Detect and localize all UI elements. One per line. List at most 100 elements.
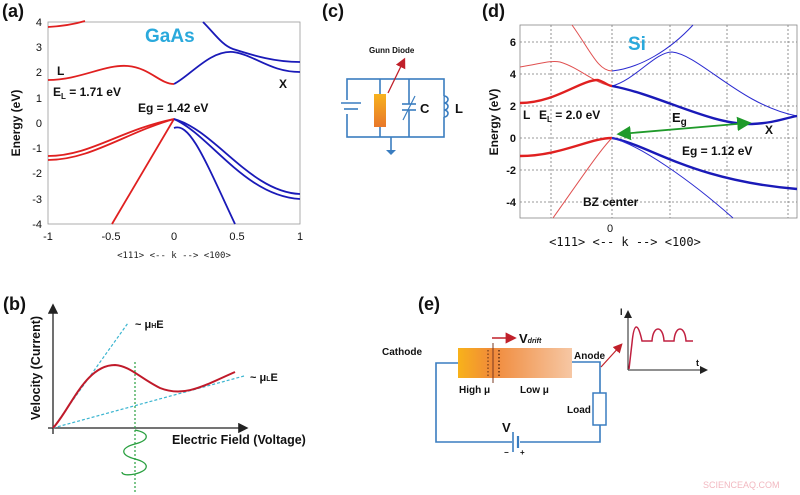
band-curves: [47, 20, 301, 225]
y-axis-label: Velocity (Current): [29, 316, 43, 420]
plus-label: +: [520, 448, 525, 457]
Eg-label: Eg = 1.42 eV: [138, 101, 208, 115]
band-curve-red: [519, 78, 613, 105]
y-tick: -4: [32, 219, 42, 231]
current-pulse-curve: [628, 326, 693, 370]
point-X-label: X: [765, 123, 773, 137]
band-curve-red: [47, 65, 175, 85]
gunn-diode-label: Gunn Diode: [369, 46, 415, 55]
gap-arrow: [616, 116, 752, 141]
panel-label-d: (d): [482, 1, 505, 21]
ground-icon: [386, 137, 396, 155]
y-tick: 2: [510, 101, 516, 113]
inductor-label: L: [455, 101, 463, 116]
x-tick-labels: -1 -0.5 0 0.5 1: [43, 231, 303, 243]
y-tick: 4: [36, 17, 42, 29]
ac-signal-wave: [121, 429, 147, 476]
y-tick: -4: [506, 197, 517, 209]
current-axis-label: I: [620, 307, 623, 317]
material-title: Si: [628, 34, 646, 55]
anode-label: Anode: [574, 351, 606, 362]
x-tick: 1: [297, 231, 303, 243]
band-curve-blue: [173, 126, 236, 225]
low-mobility-label: Low μ: [520, 385, 549, 396]
material-title: GaAs: [145, 26, 195, 47]
point-L-label: L: [523, 108, 530, 122]
x-tick: -0.5: [102, 231, 121, 243]
y-tick-labels: 4 3 2 1 0 -1 -2 -3 -4: [32, 17, 42, 231]
band-curve-blue: [611, 136, 798, 191]
band-curve-red: [552, 137, 613, 219]
high-mobility-label: High μ: [459, 385, 490, 396]
x-tick: -1: [43, 231, 53, 243]
panel-label-e: (e): [418, 294, 440, 314]
y-axis-label: Energy (eV): [9, 90, 23, 157]
panel-b-velocity-field: (b) ~ μHE ~ μLE Electric Field (Voltage)…: [3, 294, 306, 492]
plot-frame: [519, 24, 798, 219]
load-label: Load: [567, 405, 591, 416]
x-axis-label: <111> <-- k --> <100>: [117, 251, 231, 261]
velocity-curve: [52, 363, 236, 429]
panel-label-a: (a): [2, 1, 24, 21]
band-curve-blue: [173, 118, 301, 195]
inductor-icon: [443, 95, 449, 118]
cathode-label: Cathode: [382, 347, 422, 358]
variable-capacitor-icon: [402, 95, 416, 121]
band-curve-blue: [202, 21, 301, 63]
band-curve-red: [47, 118, 175, 157]
band-curve-red: [111, 118, 175, 225]
time-axis-label: t: [696, 358, 699, 368]
plot-frame: [47, 21, 301, 225]
mu-L-label: ~ μLE: [250, 372, 278, 384]
watermark: SCIENCEAQ.COM: [703, 480, 780, 490]
band-curve-red: [571, 24, 613, 72]
circuit-loop: [346, 78, 445, 138]
panel-a-gaas-band-structure: (a) 4 3 2 1 0 -1 -2 -3 -4 -1 -0.5 0 0.5 …: [2, 1, 303, 261]
panel-d-si-band-structure: (d) 6 4 2 0 -2 -4 Energy (eV): [482, 1, 798, 249]
bz-center-label: BZ center: [583, 195, 639, 209]
x-axis-label: <111> <-- k --> <100>: [549, 235, 701, 249]
y-tick: 1: [36, 93, 42, 105]
panel-e-gunn-device: (e) Vdrift Cathode Anode High μ Low μ Lo…: [382, 294, 708, 457]
band-curve-red: [47, 20, 86, 28]
gunn-diode: [374, 94, 386, 127]
x-tick: 0.5: [229, 231, 244, 243]
panel-label-b: (b): [3, 294, 26, 314]
mu-H-label: ~ μHE: [135, 319, 164, 331]
battery-icon: [340, 100, 361, 114]
y-tick-labels: 6 4 2 0 -2 -4: [506, 37, 517, 209]
battery-icon: [512, 432, 520, 452]
y-tick: -2: [506, 165, 516, 177]
EL-label: EL = 2.0 eV: [539, 108, 600, 124]
y-tick: -3: [32, 194, 42, 206]
point-X-label: X: [279, 77, 287, 91]
y-tick: -2: [32, 168, 42, 180]
y-tick: 6: [510, 37, 516, 49]
band-curve-blue: [611, 137, 734, 219]
x-axis-label: Electric Field (Voltage): [172, 433, 306, 447]
panel-c-gunn-circuit: (c) Gunn Diode C L: [322, 1, 463, 155]
minus-label: −: [504, 448, 509, 457]
low-mobility-line: [52, 375, 245, 429]
voltage-label: V: [502, 420, 511, 435]
Eg-symbol: Eg: [672, 110, 687, 128]
band-curve-red: [519, 136, 613, 158]
Eg-label: Eg = 1.12 eV: [682, 144, 752, 158]
band-curve-red: [47, 118, 175, 161]
band-curve-blue: [611, 24, 694, 72]
y-tick: 0: [510, 133, 516, 145]
band-curve-blue: [611, 51, 798, 117]
x-zero-label: 0: [607, 223, 613, 235]
band-curves: [519, 24, 798, 219]
load-resistor: [592, 392, 607, 426]
y-tick: 4: [510, 69, 517, 81]
x-tick: 0: [171, 231, 177, 243]
current-pulse-inset: I t: [620, 307, 708, 374]
EL-label: EL = 1.71 eV: [53, 85, 121, 101]
y-tick: 2: [36, 67, 42, 79]
point-L-label: L: [57, 64, 64, 78]
y-axis-label: Energy (eV): [487, 89, 501, 156]
band-curve-blue: [173, 118, 301, 200]
y-tick: 3: [36, 42, 42, 54]
